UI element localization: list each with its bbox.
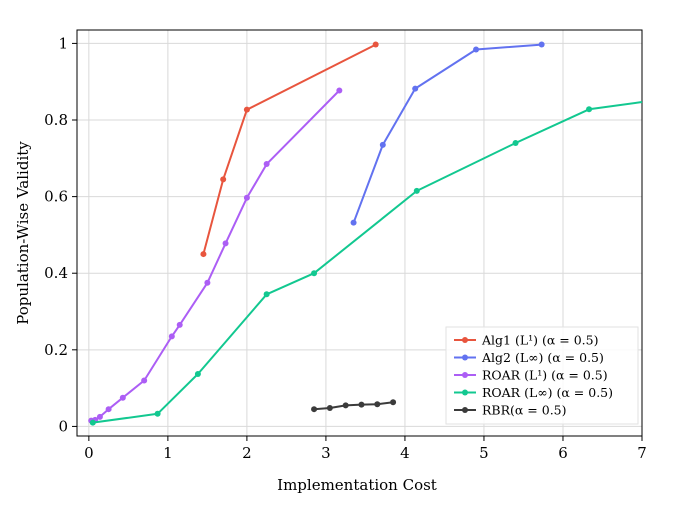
y-tick-label: 0.4	[44, 264, 68, 282]
x-axis-title: Implementation Cost	[277, 476, 437, 494]
legend-swatch-marker	[462, 407, 468, 413]
x-tick-label: 3	[321, 444, 331, 462]
series-1	[350, 41, 545, 226]
data-point	[374, 401, 381, 408]
legend-item: ROAR (L∞) (α = 0.5)	[454, 385, 613, 400]
series-0	[200, 41, 379, 258]
data-point	[263, 291, 270, 298]
data-point	[222, 240, 229, 247]
legend-swatch-marker	[462, 354, 468, 361]
legend-box	[445, 326, 639, 425]
data-point	[311, 270, 318, 277]
data-point	[372, 41, 379, 48]
y-tick-label: 0.6	[44, 188, 68, 206]
data-point	[512, 139, 519, 146]
legend-swatch-marker	[462, 372, 468, 378]
x-tick-label: 2	[242, 444, 252, 462]
data-point	[413, 187, 420, 194]
data-point	[168, 333, 175, 340]
data-point	[473, 46, 480, 53]
data-point	[176, 321, 183, 328]
x-tick-label: 7	[637, 444, 647, 462]
data-point	[220, 176, 227, 183]
legend-label: RBR(α = 0.5)	[482, 403, 567, 418]
data-point	[350, 219, 357, 226]
data-point	[379, 141, 386, 148]
legend-label: ROAR (L¹) (α = 0.5)	[482, 368, 608, 383]
data-point	[358, 401, 365, 408]
data-point	[204, 279, 211, 286]
legend-item: Alg1 (L¹) (α = 0.5)	[454, 333, 599, 348]
legend-swatch-marker	[462, 389, 468, 396]
legend-label: ROAR (L∞) (α = 0.5)	[482, 385, 613, 400]
grid	[77, 30, 643, 436]
axis-ticks: 0 1 2 3 4 5 6 7 0 0.2 0.4 0.6 0.8 1	[44, 34, 647, 462]
series-line	[91, 89, 341, 422]
data-point	[586, 106, 593, 113]
data-point	[311, 406, 318, 413]
x-tick-label: 1	[163, 444, 173, 462]
x-tick-label: 0	[84, 444, 94, 462]
data-point	[141, 377, 148, 384]
series-2	[88, 87, 343, 424]
legend-swatch-marker	[462, 337, 468, 343]
data-point	[200, 251, 207, 258]
series-line	[352, 43, 542, 224]
data-point	[96, 413, 103, 420]
data-point	[263, 161, 270, 168]
x-tick-label: 6	[558, 444, 568, 462]
x-tick-label: 5	[479, 444, 489, 462]
data-point	[119, 394, 126, 401]
data-point	[538, 41, 545, 48]
data-point	[342, 402, 349, 409]
data-point	[412, 85, 419, 92]
legend-item: Alg2 (L∞) (α = 0.5)	[454, 350, 604, 365]
legend-item: ROAR (L¹) (α = 0.5)	[454, 368, 608, 383]
data-point	[89, 419, 96, 426]
series	[88, 41, 643, 426]
data-point	[194, 370, 201, 377]
data-point	[154, 410, 161, 417]
y-tick-label: 0.2	[44, 341, 68, 359]
series-4	[311, 399, 397, 413]
x-tick-label: 4	[400, 444, 410, 462]
y-tick-label: 1	[58, 34, 68, 52]
series-3	[89, 101, 643, 426]
data-point	[390, 399, 397, 406]
legend: Alg1 (L¹) (α = 0.5) Alg2 (L∞) (α = 0.5) RO…	[445, 326, 639, 425]
legend-label: Alg1 (L¹) (α = 0.5)	[481, 333, 599, 348]
legend-item: RBR(α = 0.5)	[454, 403, 567, 418]
y-tick-label: 0	[58, 417, 68, 435]
data-point	[243, 194, 250, 201]
data-point	[326, 405, 333, 412]
plot-frame	[76, 29, 643, 437]
data-point	[105, 406, 112, 413]
legend-label: Alg2 (L∞) (α = 0.5)	[481, 350, 604, 365]
data-point	[336, 87, 343, 94]
y-tick-label: 0.8	[44, 111, 68, 129]
data-point	[243, 106, 250, 113]
y-axis-title: Population-Wise Validity	[14, 141, 32, 325]
series-line	[202, 43, 377, 255]
